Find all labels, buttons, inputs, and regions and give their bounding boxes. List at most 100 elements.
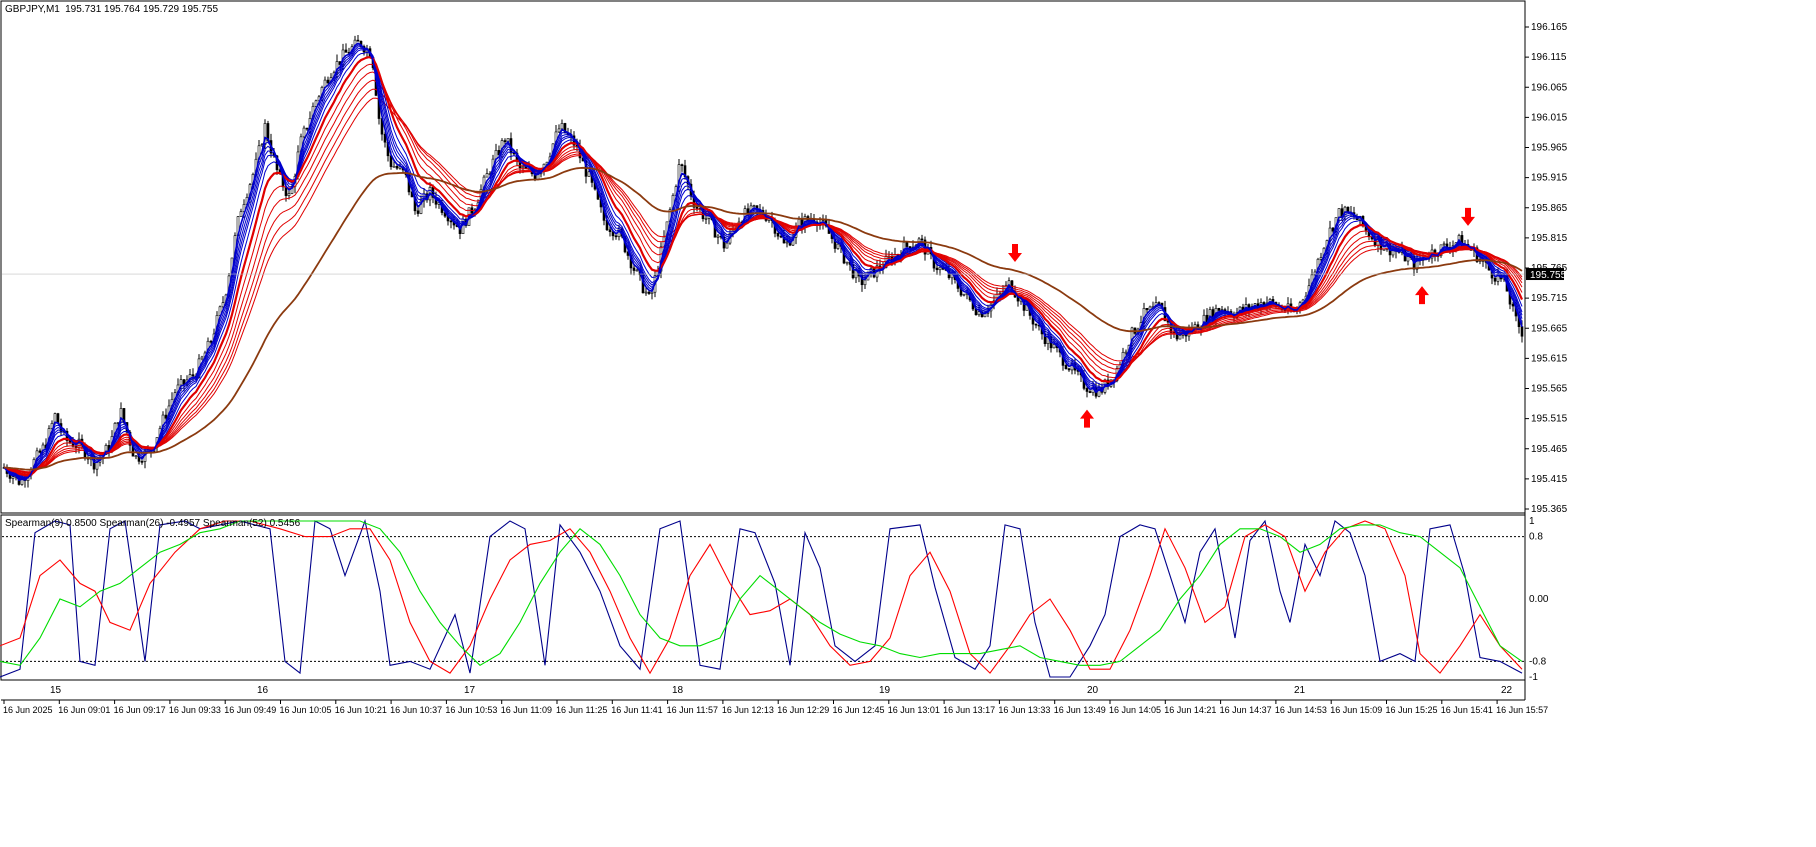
fast-ema-line (3, 51, 1523, 478)
price-pane-frame (0, 0, 1526, 514)
time-label: 16 Jun 12:13 (722, 705, 774, 715)
price-tick-label: 196.065 (1531, 82, 1568, 93)
time-label: 16 Jun 09:01 (58, 705, 110, 715)
indicator-tick-label: -1 (1529, 672, 1538, 683)
candle (962, 293, 966, 297)
time-label: 16 Jun 11:25 (556, 705, 607, 715)
candle (1067, 367, 1071, 372)
candle (644, 287, 648, 296)
time-label: 16 Jun 13:17 (943, 705, 995, 715)
candle (344, 43, 348, 53)
candle (647, 290, 651, 295)
candle (587, 169, 591, 177)
spearman-line (0, 519, 1523, 678)
spearman-line (0, 520, 1523, 675)
time-label: 16 Jun 10:05 (280, 705, 332, 715)
candle (776, 232, 780, 240)
indicator-legend: Spearman(9) 0.8500 Spearman(26) -0.4957 … (5, 518, 301, 529)
time-label: 16 Jun 11:57 (667, 705, 718, 715)
current-price-value: 195.755 (1530, 270, 1567, 281)
time-label: 16 Jun 14:05 (1109, 705, 1161, 715)
candle (557, 124, 561, 134)
time-label: 16 Jun 10:53 (445, 705, 497, 715)
candle (785, 235, 789, 248)
price-tick-label: 195.415 (1531, 474, 1568, 485)
candle (134, 455, 138, 460)
time-label: 16 Jun 10:21 (335, 705, 387, 715)
candle (845, 261, 849, 266)
indicator-axis: 1 0.8 0.00 -0.8 -1 (1529, 516, 1549, 683)
candle (485, 168, 489, 178)
candle (302, 125, 306, 139)
slow-ema-line (3, 63, 1523, 475)
candle (449, 219, 453, 229)
candle (632, 265, 636, 276)
price-tick-label: 196.115 (1531, 52, 1567, 63)
candle (200, 355, 204, 361)
spearman-line (0, 520, 1523, 666)
day-label: 16 (257, 685, 269, 696)
buy-arrow-icon (1415, 286, 1429, 305)
day-label: 17 (464, 685, 476, 696)
day-label: 19 (879, 685, 891, 696)
candle (1034, 323, 1038, 329)
day-label: 21 (1294, 685, 1306, 696)
time-label: 16 Jun 09:33 (169, 705, 221, 715)
indicator-tick-label: 0.8 (1529, 532, 1543, 543)
candle (95, 461, 99, 477)
price-tick-label: 195.365 (1531, 504, 1568, 515)
time-label: 16 Jun 13:33 (998, 705, 1050, 715)
price-tick-label: 195.865 (1531, 203, 1568, 214)
day-label: 15 (50, 685, 62, 696)
indicator-pane-frame (0, 514, 1526, 681)
price-tick-label: 196.165 (1531, 22, 1568, 33)
buy-arrow-icon (1080, 409, 1094, 428)
candle (503, 138, 507, 149)
price-tick-label: 195.815 (1531, 233, 1568, 244)
candle (1415, 254, 1419, 273)
time-label: 16 Jun 12:45 (833, 705, 885, 715)
day-label: 20 (1087, 685, 1099, 696)
time-label: 16 Jun 12:29 (777, 705, 829, 715)
candle (383, 131, 387, 148)
candle (938, 265, 942, 276)
candle (38, 448, 42, 454)
price-tick-label: 195.615 (1531, 353, 1568, 364)
indicator-tick-label: 0.00 (1529, 594, 1549, 605)
day-label: 18 (672, 685, 684, 696)
candle (65, 428, 69, 447)
time-label: 16 Jun 09:49 (224, 705, 276, 715)
candle (635, 268, 639, 272)
time-label: 16 Jun 11:41 (611, 705, 662, 715)
candle (716, 233, 720, 245)
candle (1217, 307, 1221, 311)
time-label: 16 Jun 14:21 (1164, 705, 1216, 715)
slow-ema-main (3, 56, 1524, 477)
day-separator-labels: 15 16 17 18 19 20 21 22 (50, 685, 1513, 696)
candle (680, 163, 684, 172)
sell-arrow-icon (1008, 243, 1022, 262)
time-label: 16 Jun 2025 (3, 705, 53, 715)
candle (677, 159, 681, 192)
time-label: 16 Jun 10:37 (390, 705, 442, 715)
candle (239, 208, 243, 218)
price-tick-label: 195.665 (1531, 323, 1568, 334)
sell-arrow-icon (1461, 207, 1475, 226)
slow-ema-line (3, 97, 1523, 473)
time-label: 16 Jun 09:17 (114, 705, 166, 715)
time-label: 16 Jun 15:41 (1441, 705, 1493, 715)
symbol-label: GBPJPY,M1 195.731 195.764 195.729 195.755 (5, 4, 218, 15)
current-price-tag (1526, 268, 1564, 281)
time-label: 16 Jun 11:09 (501, 705, 552, 715)
time-label: 16 Jun 15:25 (1386, 705, 1438, 715)
price-tick-label: 195.515 (1531, 414, 1568, 425)
indicator-layer (0, 519, 1524, 678)
candle (356, 35, 360, 42)
time-label: 16 Jun 15:09 (1330, 705, 1382, 715)
price-tick-label: 195.715 (1531, 293, 1568, 304)
candle (1319, 252, 1323, 262)
price-layer (2, 35, 1524, 488)
day-label: 22 (1501, 685, 1513, 696)
